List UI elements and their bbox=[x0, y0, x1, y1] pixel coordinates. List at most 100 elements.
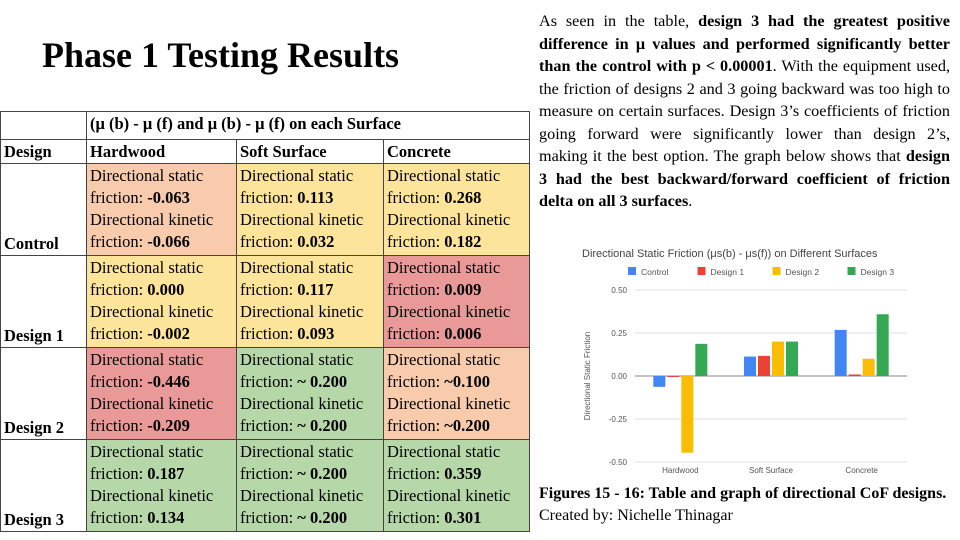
legend-swatch bbox=[847, 267, 856, 275]
design-name-cell: Control bbox=[0, 163, 87, 256]
static-value: 0.000 bbox=[147, 280, 185, 299]
y-tick-label: 0.25 bbox=[611, 329, 627, 338]
y-tick-label: 0.50 bbox=[611, 286, 627, 295]
static-value: 0.117 bbox=[297, 280, 334, 299]
result-cell: Directional static friction: 0.268 Direct… bbox=[382, 163, 531, 256]
table-row: Design 2 Directional static friction: -0.… bbox=[0, 347, 531, 440]
friction-chart: Directional Static Friction (μs(b) - μs(… bbox=[570, 238, 955, 478]
legend-swatch bbox=[772, 267, 781, 275]
y-tick-label: 0.00 bbox=[611, 372, 627, 381]
legend-swatch bbox=[697, 267, 706, 275]
kinetic-value: -0.002 bbox=[147, 324, 190, 343]
kinetic-value: ~ 0.200 bbox=[297, 416, 348, 435]
kinetic-label: Directional kinetic friction: bbox=[387, 394, 511, 435]
y-axis-label: Directional Static Friction bbox=[583, 332, 592, 420]
static-label: Directional static friction: bbox=[240, 350, 354, 391]
static-label: Directional static friction: bbox=[90, 442, 204, 483]
chart-bar bbox=[695, 343, 708, 376]
column-header-concrete: Concrete bbox=[382, 139, 531, 164]
column-header-soft-surface: Soft Surface bbox=[236, 139, 384, 164]
caption-credit: Created by: Nichelle Thinagar bbox=[539, 507, 733, 524]
chart-bar bbox=[772, 341, 784, 376]
kinetic-value: -0.209 bbox=[147, 416, 190, 435]
table-header-row: Design Hardwood Soft Surface Concrete bbox=[0, 139, 531, 164]
kinetic-value: ~0.200 bbox=[444, 416, 490, 435]
kinetic-value: -0.066 bbox=[147, 232, 190, 251]
result-cell: Directional static friction: ~ 0.200 Dire… bbox=[236, 439, 384, 532]
results-table: (μ (b) - μ (f) and μ (b) - μ (f) on each… bbox=[0, 111, 531, 532]
kinetic-value: 0.182 bbox=[444, 232, 482, 251]
chart-bar bbox=[786, 341, 798, 376]
kinetic-label: Directional kinetic friction: bbox=[240, 394, 364, 435]
result-cell: Directional static friction: -0.446 Direc… bbox=[86, 347, 237, 440]
design-name-cell: Design 1 bbox=[0, 255, 87, 348]
kinetic-label: Directional kinetic friction: bbox=[387, 302, 511, 343]
group-header: (μ (b) - μ (f) and μ (b) - μ (f) on each… bbox=[85, 111, 531, 140]
paragraph-bold-text: design 3 had the best backward/forward c… bbox=[539, 147, 950, 210]
result-cell: Directional static friction: 0.000 Direct… bbox=[86, 255, 237, 348]
static-value: -0.063 bbox=[147, 188, 190, 207]
result-cell: Directional static friction: 0.009 Direct… bbox=[382, 255, 531, 348]
legend-label: Design 1 bbox=[711, 267, 745, 277]
design-name-cell: Design 3 bbox=[0, 439, 87, 532]
result-cell: Directional static friction: ~ 0.200 Dire… bbox=[236, 347, 384, 440]
legend-swatch bbox=[628, 267, 636, 275]
kinetic-value: 0.032 bbox=[297, 232, 335, 251]
result-cell: Directional static friction: -0.063 Direc… bbox=[86, 163, 237, 256]
legend-label: Design 3 bbox=[861, 267, 895, 277]
static-label: Directional static friction: bbox=[240, 166, 354, 207]
static-value: ~ 0.200 bbox=[297, 464, 348, 483]
kinetic-label: Directional kinetic friction: bbox=[387, 210, 511, 251]
static-value: 0.359 bbox=[444, 464, 482, 483]
kinetic-label: Directional kinetic friction: bbox=[240, 302, 364, 343]
static-label: Directional static friction: bbox=[387, 350, 501, 391]
paragraph-bold-text: design 3 had the greatest positive diffe… bbox=[539, 12, 950, 75]
static-label: Directional static friction: bbox=[90, 258, 204, 299]
kinetic-label: Directional kinetic friction: bbox=[90, 394, 214, 435]
x-tick-label: Soft Surface bbox=[749, 466, 794, 475]
static-label: Directional static friction: bbox=[240, 442, 354, 483]
static-value: 0.268 bbox=[444, 188, 482, 207]
kinetic-label: Directional kinetic friction: bbox=[240, 210, 364, 251]
result-cell: Directional static friction: 0.117 Direct… bbox=[236, 255, 384, 348]
static-value: ~ 0.200 bbox=[297, 372, 348, 391]
chart-bar bbox=[876, 314, 889, 376]
kinetic-label: Directional kinetic friction: bbox=[90, 210, 214, 251]
column-header-hardwood: Hardwood bbox=[86, 139, 237, 164]
static-label: Directional static friction: bbox=[90, 166, 204, 207]
kinetic-label: Directional kinetic friction: bbox=[90, 302, 214, 343]
chart-bar bbox=[681, 376, 694, 453]
kinetic-value: 0.134 bbox=[147, 508, 185, 527]
static-label: Directional static friction: bbox=[240, 258, 354, 299]
chart-bar bbox=[653, 376, 666, 387]
y-tick-label: -0.25 bbox=[609, 415, 628, 424]
table-group-header-row: (μ (b) - μ (f) and μ (b) - μ (f) on each… bbox=[0, 111, 531, 140]
static-label: Directional static friction: bbox=[90, 350, 204, 391]
chart-title: Directional Static Friction (μs(b) - μs(… bbox=[582, 248, 878, 260]
x-tick-label: Concrete bbox=[845, 466, 878, 475]
static-value: -0.446 bbox=[147, 372, 190, 391]
chart-bar bbox=[834, 329, 847, 376]
page-title: Phase 1 Testing Results bbox=[42, 35, 400, 75]
design-header: Design bbox=[0, 139, 87, 164]
static-value: ~0.100 bbox=[444, 372, 490, 391]
static-value: 0.187 bbox=[147, 464, 185, 483]
x-tick-label: Hardwood bbox=[662, 466, 698, 475]
empty-corner-cell bbox=[0, 111, 87, 140]
kinetic-value: ~ 0.200 bbox=[297, 508, 348, 527]
result-cell: Directional static friction: 0.113 Direct… bbox=[236, 163, 384, 256]
paragraph-text: . bbox=[688, 192, 693, 210]
caption-bold: Figures 15 - 16: Table and graph of dire… bbox=[539, 485, 947, 502]
design-name-cell: Design 2 bbox=[0, 347, 87, 440]
results-paragraph: As seen in the table, design 3 had the g… bbox=[539, 10, 950, 213]
static-label: Directional static friction: bbox=[387, 442, 501, 483]
chart-bar bbox=[758, 355, 770, 376]
y-tick-label: -0.50 bbox=[609, 458, 628, 467]
static-label: Directional static friction: bbox=[387, 166, 501, 207]
chart-bar bbox=[848, 374, 861, 376]
figure-caption: Figures 15 - 16: Table and graph of dire… bbox=[539, 483, 954, 527]
chart-bar bbox=[862, 358, 875, 376]
result-cell: Directional static friction: ~0.100 Direc… bbox=[382, 347, 531, 440]
chart-bar bbox=[667, 376, 680, 377]
paragraph-text: . With the equipment used, the friction … bbox=[539, 57, 950, 165]
